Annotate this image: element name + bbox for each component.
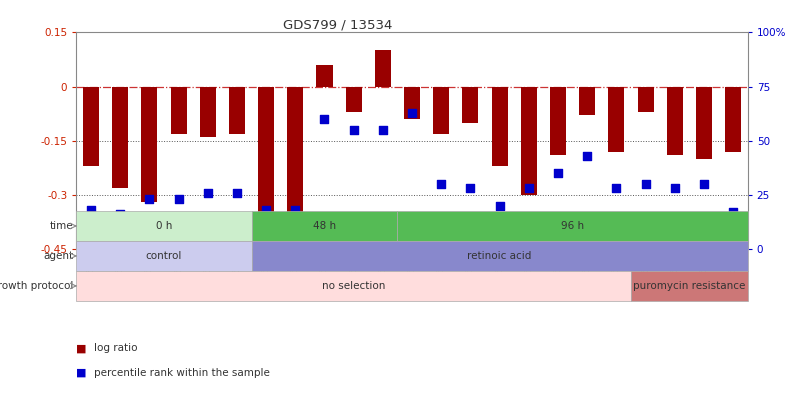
Point: [230, 190, 243, 196]
Bar: [491, 87, 507, 166]
Point: [434, 181, 447, 187]
Point: [726, 209, 739, 215]
Bar: [462, 87, 478, 123]
Text: ■: ■: [76, 368, 87, 377]
Text: retinoic acid: retinoic acid: [467, 251, 531, 261]
Point: [288, 207, 301, 213]
Bar: [695, 87, 711, 159]
Text: no selection: no selection: [321, 281, 385, 291]
Bar: [520, 87, 536, 195]
Bar: [170, 87, 186, 134]
Text: 48 h: 48 h: [312, 221, 336, 231]
Point: [143, 196, 156, 202]
Bar: [666, 87, 682, 155]
Point: [347, 127, 360, 133]
Text: 96 h: 96 h: [560, 221, 584, 231]
Point: [318, 116, 331, 122]
Bar: [83, 87, 99, 166]
Bar: [630, 271, 747, 301]
Text: log ratio: log ratio: [94, 343, 137, 353]
Point: [113, 211, 126, 217]
Bar: [433, 87, 449, 134]
Text: percentile rank within the sample: percentile rank within the sample: [94, 368, 270, 377]
Text: ■: ■: [76, 343, 87, 353]
Point: [84, 207, 97, 213]
Point: [201, 190, 214, 196]
Point: [376, 127, 389, 133]
Bar: [112, 87, 128, 188]
Text: puromycin resistance: puromycin resistance: [633, 281, 744, 291]
Bar: [76, 211, 251, 241]
Text: GDS799 / 13534: GDS799 / 13534: [283, 18, 392, 31]
Point: [492, 202, 505, 209]
Bar: [287, 87, 303, 213]
Bar: [258, 87, 274, 213]
Bar: [251, 241, 747, 271]
Bar: [404, 87, 419, 119]
Point: [463, 185, 476, 192]
Point: [580, 153, 593, 159]
Point: [667, 185, 680, 192]
Point: [405, 109, 418, 116]
Bar: [141, 87, 157, 202]
Point: [551, 170, 564, 177]
Text: control: control: [145, 251, 182, 261]
Bar: [345, 87, 361, 112]
Bar: [316, 65, 332, 87]
Bar: [637, 87, 653, 112]
Bar: [251, 211, 397, 241]
Bar: [397, 211, 747, 241]
Text: agent: agent: [43, 251, 73, 261]
Point: [609, 185, 622, 192]
Text: 0 h: 0 h: [156, 221, 172, 231]
Bar: [76, 271, 630, 301]
Bar: [724, 87, 740, 151]
Bar: [578, 87, 594, 115]
Bar: [76, 241, 251, 271]
Text: time: time: [49, 221, 73, 231]
Bar: [549, 87, 565, 155]
Bar: [608, 87, 624, 151]
Bar: [199, 87, 215, 137]
Text: growth protocol: growth protocol: [0, 281, 73, 291]
Point: [259, 207, 272, 213]
Point: [522, 185, 535, 192]
Point: [697, 181, 710, 187]
Bar: [374, 51, 390, 87]
Point: [172, 196, 185, 202]
Point: [638, 181, 651, 187]
Bar: [229, 87, 245, 134]
